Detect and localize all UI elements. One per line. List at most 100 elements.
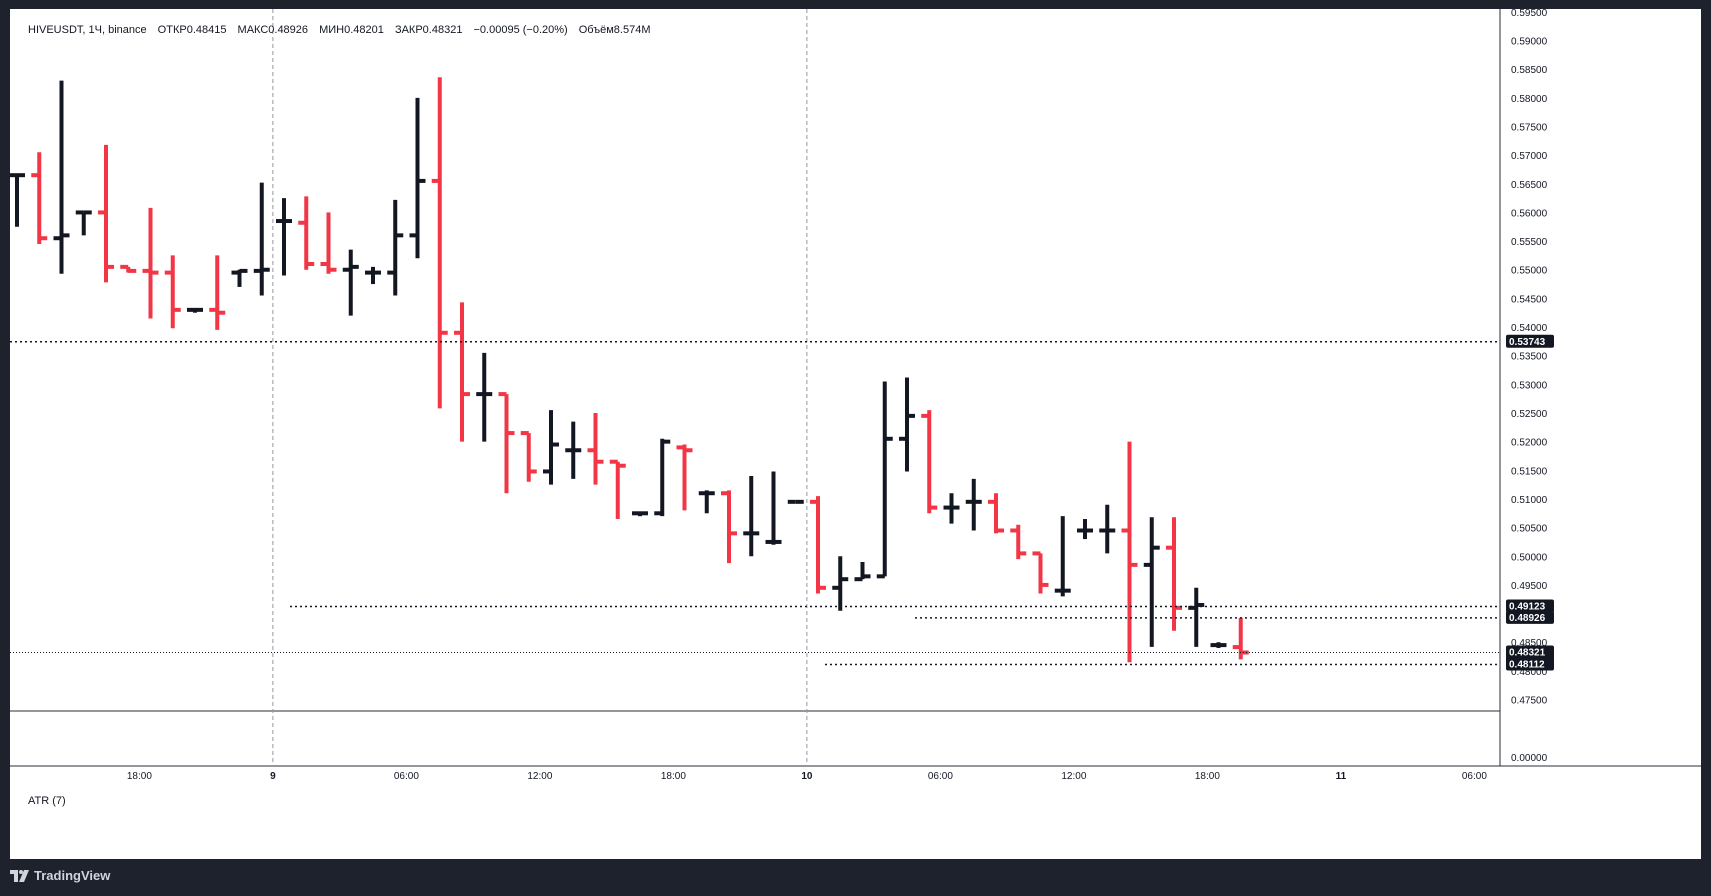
ohlc-bar — [543, 410, 559, 485]
ohlc-bar — [832, 556, 849, 611]
ohlc-bar — [765, 471, 782, 545]
price-tick-label: 0.52000 — [1511, 438, 1548, 449]
price-tick-label: 0.48000 — [1511, 667, 1548, 678]
price-tick-label: 0.56000 — [1511, 208, 1548, 219]
price-tick-label: 0.47500 — [1511, 696, 1548, 707]
time-tick-label: 11 — [1336, 771, 1347, 782]
ohlc-bar — [721, 490, 737, 564]
price-tag-bg — [1506, 657, 1554, 671]
price-tick-label: 0.51500 — [1511, 466, 1548, 477]
price-tick-label: 0.54500 — [1511, 294, 1548, 305]
ohlc-bar — [298, 196, 315, 270]
ohlc-bar — [98, 144, 114, 283]
ohlc-bar — [10, 173, 25, 227]
ohlc-bar — [253, 182, 270, 296]
ohlc-bar — [187, 307, 203, 313]
price-tick-label: 0.48500 — [1511, 638, 1548, 649]
high-value: 0.48926 — [268, 24, 309, 36]
chart-canvas[interactable]: 0.475000.480000.485000.490000.495000.500… — [10, 9, 1701, 859]
price-tag-value: 0.53743 — [1509, 337, 1546, 348]
time-tick-label: 18:00 — [127, 771, 152, 782]
ohlc-bar — [120, 264, 137, 273]
ohlc-bar — [409, 97, 426, 259]
price-tick-label: 0.55000 — [1511, 266, 1548, 277]
tradingview-logo-icon — [10, 869, 29, 882]
ohlc-bar — [988, 493, 1004, 534]
time-tick-label: 12:00 — [527, 771, 552, 782]
change-value: −0.00095 (−0.20%) — [473, 24, 568, 36]
time-tick-label: 06:00 — [928, 771, 953, 782]
price-axis: 0.475000.480000.485000.490000.495000.500… — [1506, 9, 1554, 764]
price-tag-bg — [1506, 610, 1554, 624]
price-tag: 0.48112 — [1506, 657, 1554, 671]
ohlc-bar — [1166, 517, 1182, 631]
price-tick-label: 0.51000 — [1511, 495, 1548, 506]
price-tag: 0.53743 — [1506, 334, 1554, 348]
ohlc-bar — [75, 210, 92, 236]
price-tick-label: 0.58500 — [1511, 65, 1548, 76]
ohlc-bar — [476, 352, 493, 442]
ohlc-bar — [276, 198, 292, 276]
time-axis: 018:00906:0012:0018:001006:0012:0018:001… — [127, 771, 1487, 782]
price-tick-label: 0.53500 — [1511, 352, 1548, 363]
atr-axis-label: 0.00000 — [1511, 753, 1548, 764]
ohlc-bar — [1010, 524, 1027, 560]
ohlc-bar — [520, 431, 537, 482]
tradingview-brand[interactable]: TradingView — [10, 868, 110, 883]
ohlc-bar — [365, 266, 381, 285]
atr-indicator-label[interactable]: ATR (7) — [28, 795, 66, 807]
ohlc-bar — [431, 77, 448, 409]
time-tick-label: 10 — [801, 771, 813, 782]
ohlc-bar — [31, 152, 48, 244]
price-tag-value: 0.48112 — [1509, 659, 1545, 670]
price-tag-value: 0.48321 — [1509, 647, 1546, 658]
price-tick-label: 0.58000 — [1511, 94, 1548, 105]
price-tick-label: 0.49500 — [1511, 581, 1548, 592]
price-tag-bg — [1506, 599, 1554, 613]
volume-label: Объём — [578, 24, 614, 36]
ohlc-bar — [965, 478, 982, 531]
price-tick-label: 0.52500 — [1511, 409, 1548, 420]
ohlc-bar — [142, 207, 159, 319]
price-tag-value: 0.48926 — [1509, 613, 1546, 624]
ohlc-bar — [943, 493, 960, 524]
bars-layer — [10, 77, 1249, 663]
price-tick-label: 0.56500 — [1511, 180, 1548, 191]
ohlc-bar — [454, 302, 470, 442]
price-tick-label: 0.54000 — [1511, 323, 1548, 334]
time-tick-label: 18:00 — [1195, 771, 1220, 782]
ohlc-bar — [498, 392, 515, 494]
time-tick-label: 9 — [270, 771, 276, 782]
ohlc-bar — [164, 255, 181, 329]
reference-lines — [10, 341, 1500, 666]
open-label: ОТКР — [157, 24, 187, 36]
price-tick-label: 0.50000 — [1511, 552, 1548, 563]
ohlc-bar — [854, 562, 871, 582]
chart-frame[interactable]: 0.475000.480000.485000.490000.495000.500… — [10, 9, 1701, 859]
high-label: МАКС — [237, 24, 269, 36]
ohlc-bar — [676, 444, 693, 511]
price-tag: 0.48926 — [1506, 610, 1554, 624]
symbol-title[interactable]: HIVEUSDT, 1Ч, binance — [28, 24, 147, 36]
ohlc-bar — [320, 212, 337, 274]
price-tag-value: 0.49123 — [1509, 602, 1546, 613]
price-tick-label: 0.50500 — [1511, 524, 1548, 535]
time-tick-label: 06:00 — [1462, 771, 1487, 782]
close-value: 0.48321 — [422, 24, 463, 36]
ohlc-bar — [1077, 519, 1093, 540]
price-tag: 0.49123 — [1506, 599, 1554, 613]
time-tick-label: 12:00 — [1061, 771, 1086, 782]
ohlc-bar — [609, 459, 626, 520]
price-tag-bg — [1506, 334, 1554, 348]
ohlc-bar — [1121, 441, 1138, 663]
ohlc-bar — [899, 377, 915, 472]
brand-name: TradingView — [34, 868, 111, 883]
ohlc-bar — [209, 255, 226, 330]
symbol-legend[interactable]: HIVEUSDT, 1Ч, binance ОТКР0.48415 МАКС0.… — [28, 24, 659, 36]
time-tick-label: 18:00 — [661, 771, 686, 782]
ohlc-bar — [876, 381, 893, 579]
ohlc-bar — [1099, 504, 1116, 554]
ohlc-bar — [342, 249, 359, 316]
ohlc-bar — [53, 80, 70, 274]
grid-layer — [10, 9, 1701, 767]
